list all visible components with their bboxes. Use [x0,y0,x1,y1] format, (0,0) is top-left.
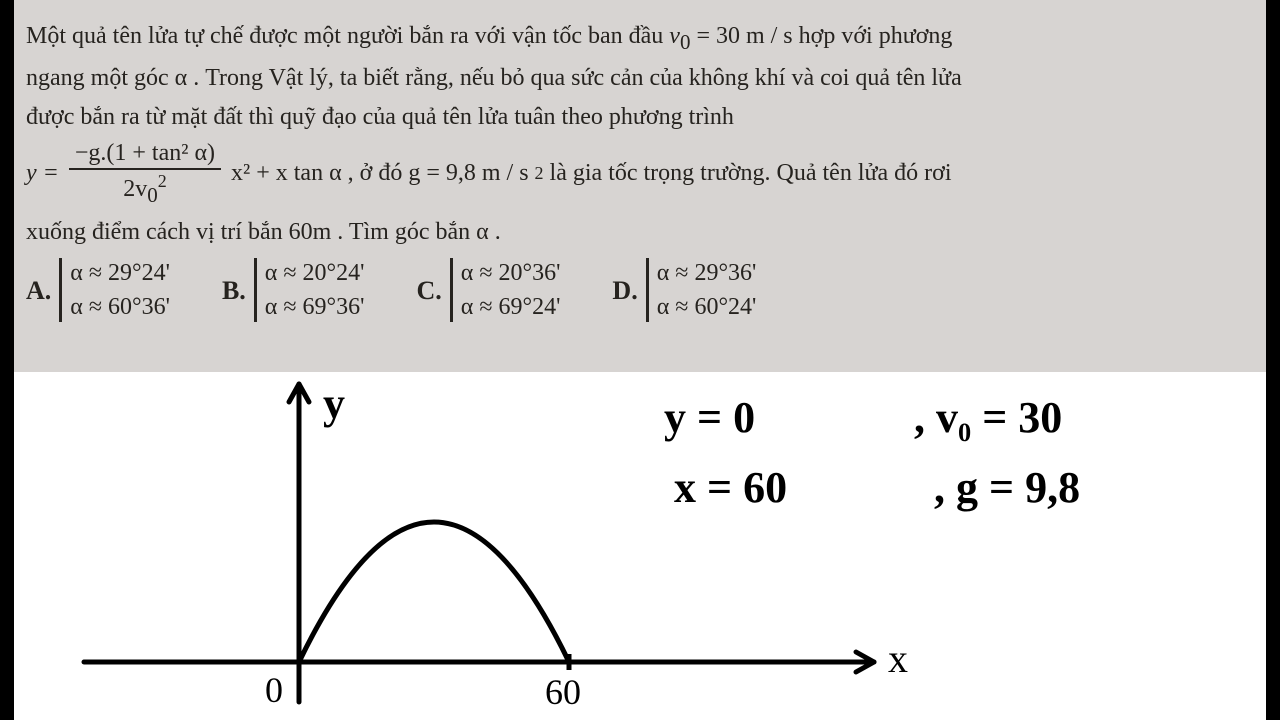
option-b: B. α ≈ 20°24' α ≈ 69°36' [222,258,365,322]
page: Một quả tên lửa tự chế được một người bắ… [0,0,1280,720]
y-equals: y = [26,157,59,189]
answer-options: A. α ≈ 29°24' α ≈ 60°36' B. α ≈ 20°24' α… [26,258,1246,322]
svg-text:60: 60 [545,672,581,712]
option-c-line2: α ≈ 69°24' [461,291,561,323]
option-a-line2: α ≈ 60°36' [70,291,170,323]
right-black-bar [1266,0,1280,720]
option-b-line1: α ≈ 20°24' [265,257,365,289]
formula-tail-sup: 2 [535,161,544,185]
svg-text:y = 0: y = 0 [664,393,755,442]
den-sup: 2 [158,171,167,191]
fraction-denominator: 2v02 [123,170,167,206]
svg-text:x = 60: x = 60 [674,463,787,512]
problem-line-2: ngang một góc α . Trong Vật lý, ta biết … [26,62,1246,94]
text: Một quả tên lửa tự chế được một người bắ… [26,23,669,49]
v0-symbol: v [669,23,680,49]
problem-line-3: được bắn ra từ mặt đất thì quỹ đạo của q… [26,101,1246,133]
option-c: C. α ≈ 20°36' α ≈ 69°24' [416,258,560,322]
fraction-numerator: −g.(1 + tan² α) [69,141,221,170]
problem-scan: Một quả tên lửa tự chế được một người bắ… [14,0,1266,372]
option-d-line1: α ≈ 29°36' [657,257,757,289]
option-c-line1: α ≈ 20°36' [461,257,561,289]
text: hợp với phương [799,23,953,49]
svg-text:0: 0 [265,670,283,710]
formula-tail-b: là gia tốc trọng trường. Quả tên lửa đó … [550,157,952,189]
fraction: −g.(1 + tan² α) 2v02 [69,141,221,206]
trajectory-formula: y = −g.(1 + tan² α) 2v02 x² + x tan α , … [26,141,1246,206]
option-a-line1: α ≈ 29°24' [70,257,170,289]
option-a-bracket: α ≈ 29°24' α ≈ 60°36' [59,258,170,322]
handwriting-area: y x 0 60 y = 0 , v₀ = 30 x = 60 , g = 9,8 [14,372,1266,720]
option-a: A. α ≈ 29°24' α ≈ 60°36' [26,258,170,322]
formula-tail-a: x² + x tan α , ở đó g = 9,8 m / s [231,157,529,189]
option-d: D. α ≈ 29°36' α ≈ 60°24' [612,258,756,322]
v0-sub: 0 [680,30,691,54]
option-c-bracket: α ≈ 20°36' α ≈ 69°24' [450,258,561,322]
svg-text:, v₀ = 30: , v₀ = 30 [914,393,1062,442]
den-2v: 2v [123,176,147,202]
option-a-label: A. [26,273,51,308]
v0-value: = 30 m / s [690,23,792,49]
problem-line-5: xuống điểm cách vị trí bắn 60m . Tìm góc… [26,216,1246,248]
option-b-label: B. [222,273,246,308]
svg-text:, g = 9,8: , g = 9,8 [934,463,1080,512]
option-b-line2: α ≈ 69°36' [265,291,365,323]
handwriting-svg: y x 0 60 y = 0 , v₀ = 30 x = 60 , g = 9,8 [14,372,1266,720]
svg-text:y: y [323,379,345,428]
option-d-line2: α ≈ 60°24' [657,291,757,323]
option-d-bracket: α ≈ 29°36' α ≈ 60°24' [646,258,757,322]
left-black-bar [0,0,14,720]
den-sub: 0 [147,183,158,207]
problem-line-1: Một quả tên lửa tự chế được một người bắ… [26,20,1246,56]
option-b-bracket: α ≈ 20°24' α ≈ 69°36' [254,258,365,322]
option-d-label: D. [612,273,637,308]
svg-text:x: x [888,636,908,681]
option-c-label: C. [416,273,441,308]
